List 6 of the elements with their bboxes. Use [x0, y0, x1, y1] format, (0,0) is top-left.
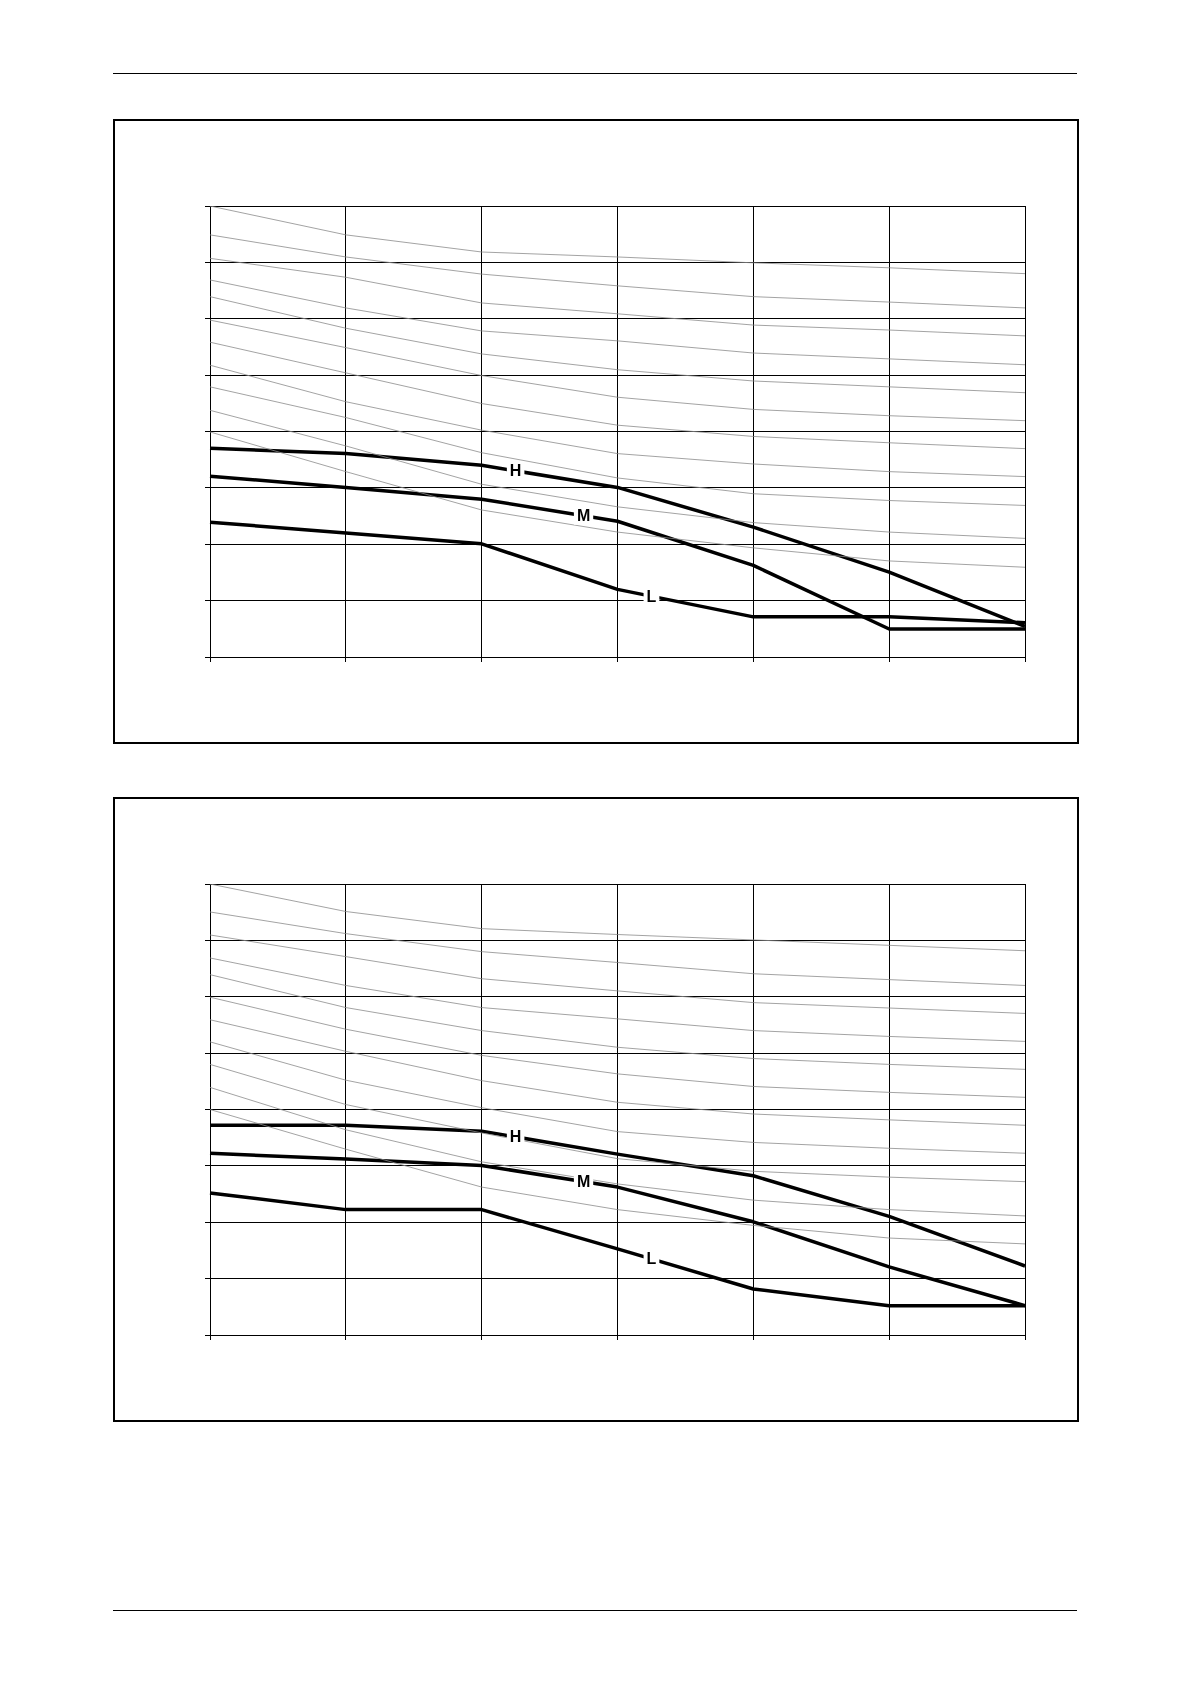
series-label: H — [509, 1128, 522, 1146]
series-label: L — [646, 587, 657, 605]
series-label: H — [509, 462, 522, 480]
series-label: L — [646, 1250, 657, 1268]
series-label: M — [576, 507, 591, 525]
series-label: M — [576, 1173, 591, 1191]
